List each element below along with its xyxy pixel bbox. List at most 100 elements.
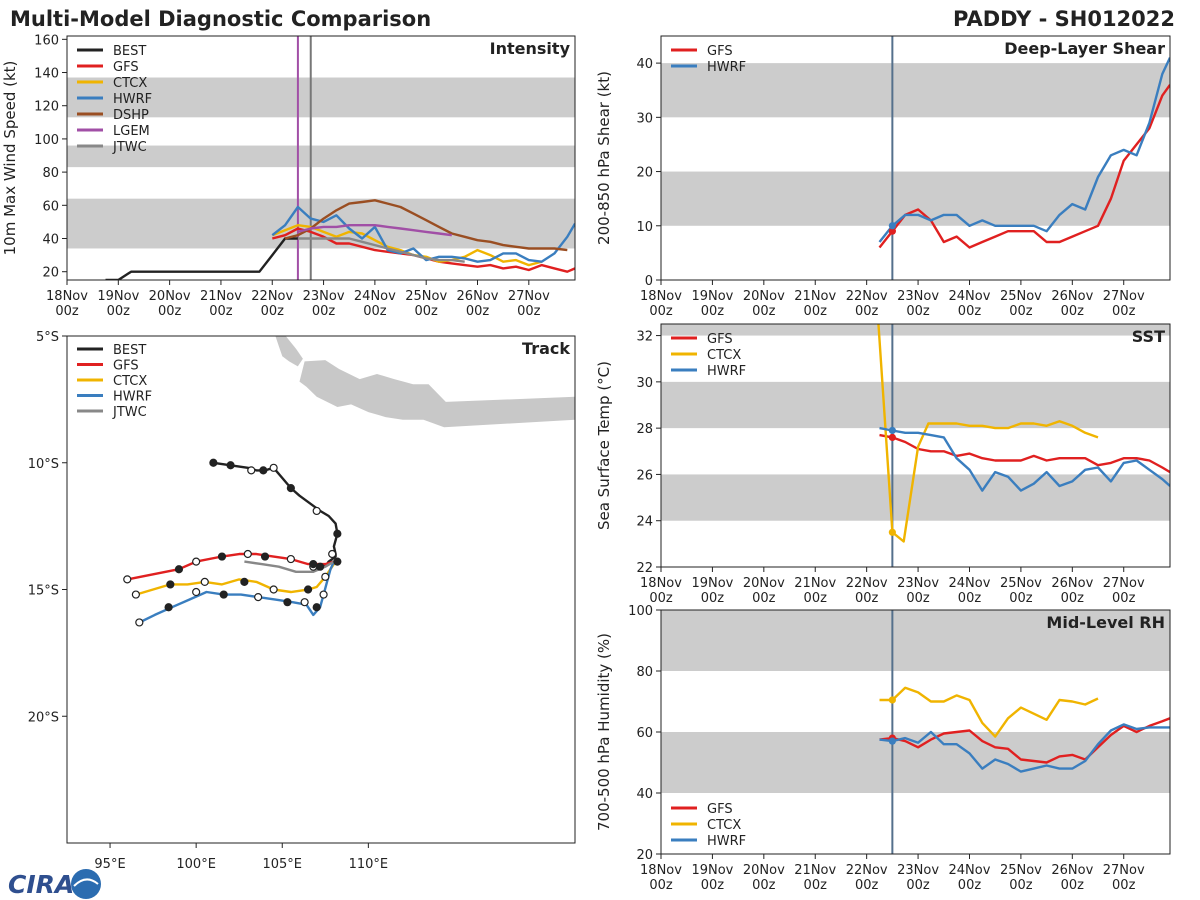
- shear-xtick-date: 26Nov: [1051, 289, 1093, 304]
- shear-xtick-hour: 00z: [804, 304, 828, 319]
- shear-xtick-date: 24Nov: [949, 289, 991, 304]
- rh-ytick-label: 80: [636, 665, 653, 680]
- track-panel: 95°E 100°E 105°E 110°E 5°S 10°S 15°S 20°S Track B…: [28, 330, 576, 872]
- intensity-series-lgem: [297, 223, 452, 237]
- intensity-legend-label-lgem: LGEM: [113, 124, 150, 139]
- rh-xtick-date: 23Nov: [897, 863, 939, 878]
- sst-xtick-hour: 00z: [1009, 591, 1033, 606]
- rh-xtick-date: 24Nov: [949, 863, 991, 878]
- sst-series-ctcx: [877, 324, 1099, 543]
- cira-logo-text: CIRA: [8, 870, 74, 899]
- intensity-xtick-hour: 00z: [466, 304, 490, 319]
- sst-xtick-hour: 00z: [649, 591, 673, 606]
- intensity-xtick-hour: 00z: [107, 304, 131, 319]
- intensity-band-2: [67, 77, 575, 118]
- sst-ytick-label: 24: [636, 515, 653, 530]
- track-xtick-label: 100°E: [176, 857, 216, 872]
- sst-marker-gfs: [888, 433, 896, 441]
- shear-band-1: [661, 63, 1170, 118]
- sst-panel-title: SST: [1132, 327, 1165, 346]
- intensity-series-hwrf: [271, 205, 575, 263]
- intensity-xtick-date: 26Nov: [457, 289, 499, 304]
- sst-xtick-hour: 00z: [906, 591, 930, 606]
- rh-series-ctcx: [879, 686, 1099, 738]
- intensity-xtick-date: 19Nov: [97, 289, 139, 304]
- shear-xtick-date: 25Nov: [1000, 289, 1042, 304]
- sst-xtick-date: 19Nov: [691, 576, 733, 591]
- track-ytick-label: 15°S: [28, 584, 59, 599]
- track-point-hwrf: [254, 593, 263, 602]
- shear-ytick-label: 0: [645, 274, 653, 289]
- intensity-legend-label-best: BEST: [113, 44, 146, 59]
- rh-ytick-label: 40: [636, 787, 653, 802]
- shear-band-0: [661, 171, 1170, 226]
- intensity-xtick-hour: 00z: [209, 304, 233, 319]
- shear-series-hwrf: [878, 57, 1170, 243]
- sst-xtick-date: 27Nov: [1103, 576, 1145, 591]
- shear-xtick-date: 20Nov: [743, 289, 785, 304]
- shear-ytick-label: 30: [636, 111, 653, 126]
- sst-panel: 22242628303218Nov00z19Nov00z20Nov00z21No…: [595, 323, 1171, 606]
- rh-xtick-date: 25Nov: [1000, 863, 1042, 878]
- sst-xtick-hour: 00z: [804, 591, 828, 606]
- shear-marker-gfs: [888, 227, 896, 235]
- intensity-ytick-label: 60: [42, 199, 59, 214]
- track-point-ctcx: [321, 572, 330, 581]
- intensity-xtick-hour: 00z: [158, 304, 182, 319]
- sst-band-2: [661, 324, 1170, 336]
- track-point-gfs: [192, 557, 201, 566]
- intensity-legend-label-ctcx: CTCX: [113, 76, 147, 91]
- rh-xtick-hour: 00z: [701, 878, 725, 893]
- sst-marker-hwrf: [888, 426, 896, 435]
- rh-band-1: [661, 610, 1170, 671]
- storm-id-title: PADDY - SH012022: [953, 7, 1175, 31]
- shear-legend-label-gfs: GFS: [707, 44, 733, 59]
- sst-xtick-date: 22Nov: [846, 576, 888, 591]
- track-point-hwrf: [283, 598, 292, 607]
- track-point-hwrf: [319, 590, 328, 599]
- rh-xtick-date: 19Nov: [691, 863, 733, 878]
- sst-xtick-hour: 00z: [1061, 591, 1085, 606]
- track-point-ctcx: [200, 577, 209, 586]
- shear-xtick-hour: 00z: [701, 304, 725, 319]
- cira-logo-swoosh-icon: [73, 878, 99, 887]
- intensity-xtick-date: 23Nov: [303, 289, 345, 304]
- intensity-ytick-label: 100: [34, 133, 59, 148]
- sst-legend-label-gfs: GFS: [707, 332, 733, 347]
- rh-panel-title: Mid-Level RH: [1046, 613, 1165, 632]
- intensity-series-dshp: [284, 199, 568, 252]
- sst-legend-label-hwrf: HWRF: [707, 364, 746, 379]
- intensity-xtick-hour: 00z: [312, 304, 336, 319]
- rh-plot-area: [661, 610, 1170, 854]
- track-plot-area: [123, 336, 575, 627]
- shear-marker-hwrf: [888, 222, 896, 230]
- land-mass: [299, 360, 575, 428]
- intensity-xtick-date: 18Nov: [46, 289, 88, 304]
- track-point-ctcx: [166, 580, 175, 589]
- intensity-ytick-label: 40: [42, 233, 59, 248]
- track-ctcx: [135, 558, 340, 596]
- shear-xtick-date: 27Nov: [1103, 289, 1145, 304]
- sst-xtick-date: 24Nov: [949, 576, 991, 591]
- track-point-best: [312, 506, 321, 516]
- shear-xtick-hour: 00z: [649, 304, 673, 319]
- intensity-legend-label-gfs: GFS: [113, 60, 139, 75]
- intensity-legend-label-hwrf: HWRF: [113, 92, 152, 107]
- track-point-hwrf: [312, 603, 321, 612]
- sst-ytick-label: 26: [636, 468, 653, 483]
- rh-xtick-date: 27Nov: [1103, 863, 1145, 878]
- rh-series-gfs: [879, 717, 1170, 764]
- track-point-gfs: [286, 554, 295, 564]
- sst-xtick-hour: 00z: [752, 591, 776, 606]
- track-point-best: [226, 461, 235, 470]
- rh-legend-label-hwrf: HWRF: [707, 834, 746, 849]
- sst-series-hwrf: [879, 426, 1170, 492]
- intensity-xtick-hour: 00z: [261, 304, 285, 319]
- rh-marker-hwrf: [888, 737, 896, 745]
- track-point-gfs: [174, 565, 184, 574]
- cira-logo: CIRA: [8, 869, 101, 899]
- shear-plot-area: [661, 36, 1170, 280]
- intensity-xtick-date: 25Nov: [405, 289, 447, 304]
- rh-xtick-hour: 00z: [1061, 878, 1085, 893]
- shear-ytick-label: 20: [636, 166, 653, 181]
